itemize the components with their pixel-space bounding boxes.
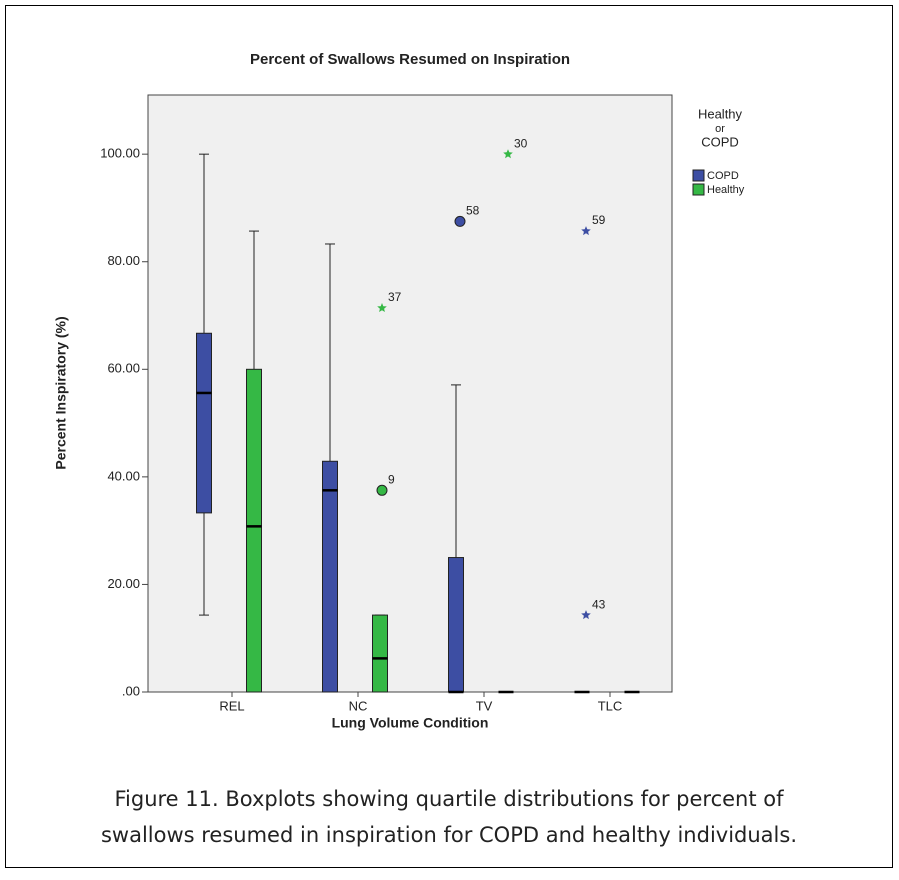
- legend-title: COPD: [701, 134, 739, 149]
- box: [246, 368, 262, 693]
- outlier-label: 59: [592, 213, 606, 227]
- y-tick-label: 100.00: [100, 146, 140, 161]
- legend-label: COPD: [707, 170, 739, 182]
- y-axis-title: Percent Inspiratory (%): [53, 316, 69, 469]
- chart-title: Percent of Swallows Resumed on Inspirati…: [250, 51, 570, 68]
- extreme: [581, 226, 591, 236]
- extreme: [377, 303, 387, 312]
- y-tick-label: 40.00: [107, 468, 140, 483]
- x-tick-label: REL: [219, 698, 244, 713]
- legend-label: Healthy: [707, 184, 745, 196]
- x-axis-title: Lung Volume Condition: [332, 715, 489, 731]
- y-tick-label: 80.00: [107, 253, 140, 268]
- outlier-label: 58: [466, 204, 480, 218]
- x-tick-label: NC: [349, 698, 368, 713]
- outlier-label: 43: [592, 597, 606, 611]
- box: [322, 460, 338, 693]
- caption-line: Figure 11. Boxplots showing quartile dis…: [114, 787, 784, 811]
- extreme: [581, 610, 591, 620]
- box: [372, 614, 388, 693]
- outlier-label: 30: [514, 136, 528, 150]
- x-tick-label: TV: [476, 698, 493, 713]
- caption-line: swallows resumed in inspiration for COPD…: [101, 823, 797, 847]
- outlier: [376, 484, 388, 496]
- box: [196, 332, 212, 514]
- y-tick-label: 20.00: [107, 576, 140, 591]
- outlier: [454, 215, 466, 227]
- y-tick-label: .00: [122, 683, 140, 698]
- outlier-label: 37: [388, 290, 402, 304]
- extreme: [503, 149, 513, 159]
- legend-title: or: [715, 123, 725, 135]
- y-tick-label: 60.00: [107, 361, 140, 376]
- legend-swatch: [692, 169, 705, 182]
- legend-swatch: [692, 183, 705, 196]
- plot-area: [147, 94, 673, 693]
- legend-title: Healthy: [698, 106, 743, 121]
- box: [448, 557, 464, 693]
- outlier-label: 9: [388, 472, 395, 486]
- x-tick-label: TLC: [598, 698, 623, 713]
